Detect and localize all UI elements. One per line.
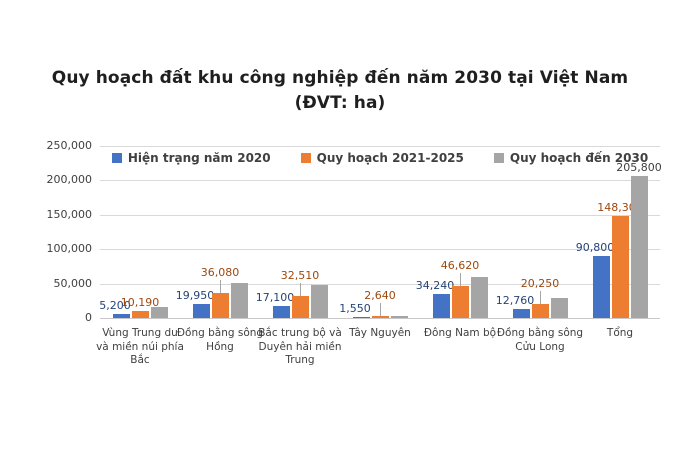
chart-subtitle: (ĐVT: ha)	[294, 93, 386, 113]
bar-hien-trang-nam-2020	[352, 317, 370, 318]
gridline	[100, 284, 660, 285]
leader-line	[459, 273, 461, 286]
bar-hien-trang-nam-2020	[192, 304, 210, 318]
bar-quy-hoach-2021-2025	[531, 304, 549, 318]
data-label-quy-hoach-2021-2025: 2,640	[364, 289, 396, 302]
y-axis-tick-label: 50,000	[53, 277, 93, 290]
data-label-hien-trang-nam-2020: 17,100	[255, 291, 295, 304]
data-label-hien-trang-nam-2020: 1,550	[339, 302, 371, 315]
legend-label: Quy hoạch đến 2030	[509, 151, 649, 165]
bar-quy-hoach-en-2030	[630, 176, 648, 318]
data-label-hien-trang-nam-2020: 12,760	[495, 294, 535, 307]
chart-title: Quy hoạch đất khu công nghiệp đến năm 20…	[51, 68, 629, 88]
gridline	[100, 215, 660, 216]
data-label-quy-hoach-2021-2025: 36,080	[200, 266, 240, 279]
bar-hien-trang-nam-2020	[112, 314, 130, 318]
legend-item-quy-hoach-en-2030: Quy hoạch đến 2030	[493, 151, 649, 165]
bar-quy-hoach-en-2030	[470, 277, 488, 318]
category-label: Đông Nam bộ	[423, 327, 497, 339]
category-label: Đồng bằng sông Hồng	[176, 327, 264, 353]
y-axis-tick-label: 150,000	[46, 208, 93, 221]
bar-quy-hoach-2021-2025	[291, 296, 309, 318]
bar-quy-hoach-en-2030	[150, 307, 168, 318]
legend: Hiện trạng năm 2020 Quy hoạch 2021-2025 Qu…	[100, 151, 660, 165]
legend-item-hien-trang-nam-2020: Hiện trạng năm 2020	[111, 151, 271, 165]
bar-quy-hoach-en-2030	[310, 285, 328, 318]
bar-quy-hoach-en-2030	[390, 316, 408, 318]
category-label: Đồng bằng sông Cửu Long	[496, 327, 584, 353]
bar-quy-hoach-2021-2025	[451, 286, 469, 318]
category-label: Tây Nguyên	[349, 327, 411, 339]
category-label: Bắc trung bộ và Duyên hải miền Trung	[258, 327, 342, 367]
data-label-hien-trang-nam-2020: 34,240	[415, 279, 455, 292]
legend-label: Quy hoạch 2021-2025	[316, 151, 464, 165]
data-label-hien-trang-nam-2020: 90,800	[575, 241, 615, 254]
data-label-quy-hoach-2021-2025: 20,250	[520, 277, 560, 290]
bar-quy-hoach-en-2030	[550, 298, 568, 318]
bar-quy-hoach-2021-2025	[371, 316, 389, 318]
bar-hien-trang-nam-2020	[432, 294, 450, 318]
category-label: Vùng Trung du và miền núi phía Bắc	[96, 327, 184, 367]
bar-quy-hoach-2021-2025	[211, 293, 229, 318]
bar-hien-trang-nam-2020	[592, 256, 610, 318]
leader-line	[299, 283, 301, 296]
legend-swatch-icon	[111, 153, 122, 163]
bar-quy-hoach-2021-2025	[611, 216, 629, 318]
leader-line	[219, 280, 221, 293]
data-label-quy-hoach-2021-2025: 32,510	[280, 269, 320, 282]
legend-swatch-icon	[300, 153, 311, 163]
gridline	[100, 146, 660, 147]
gridline	[100, 249, 660, 250]
y-axis-tick-label: 200,000	[46, 173, 93, 186]
data-label-quy-hoach-en-2030: 205,800	[616, 161, 662, 174]
leader-line	[539, 291, 541, 304]
y-axis-tick-label: 0	[85, 311, 92, 324]
y-axis-tick-label: 250,000	[46, 139, 93, 152]
legend-swatch-icon	[493, 153, 504, 163]
bar-quy-hoach-2021-2025	[131, 311, 149, 318]
data-label-quy-hoach-2021-2025: 10,190	[120, 296, 160, 309]
y-axis-tick-label: 100,000	[46, 242, 93, 255]
data-label-hien-trang-nam-2020: 5,200	[99, 299, 131, 312]
x-axis-line	[100, 318, 660, 319]
legend-label: Hiện trạng năm 2020	[127, 151, 271, 165]
legend-item-quy-hoach-2021-2025: Quy hoạch 2021-2025	[300, 151, 464, 165]
bar-hien-trang-nam-2020	[512, 309, 530, 318]
data-label-quy-hoach-2021-2025: 46,620	[440, 259, 480, 272]
leader-line	[379, 303, 381, 316]
bar-quy-hoach-en-2030	[230, 283, 248, 318]
category-label: Tổng	[606, 327, 634, 339]
gridline	[100, 180, 660, 181]
bar-hien-trang-nam-2020	[272, 306, 290, 318]
data-label-hien-trang-nam-2020: 19,950	[175, 289, 215, 302]
